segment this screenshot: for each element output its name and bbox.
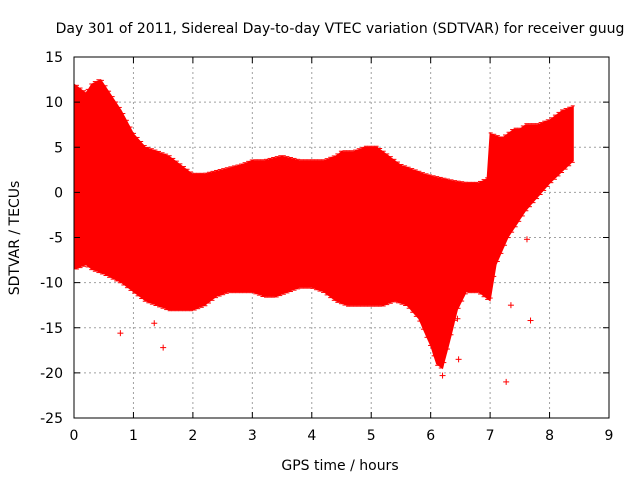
x-tick-label: 9: [605, 428, 614, 444]
y-tick-label: -25: [40, 411, 63, 427]
x-tick-label: 0: [70, 428, 79, 444]
chart-title: Day 301 of 2011, Sidereal Day-to-day VTE…: [56, 21, 625, 37]
axes: 0 1 2 3 4 5 6 7 8 9 -25 -20 -15 -10 -5 0 5 10 15: [40, 50, 613, 444]
y-tick-label: -15: [40, 321, 63, 337]
x-tick-label: 2: [188, 428, 197, 444]
error-bar-band: [73, 78, 574, 370]
y-axis-title: SDTVAR / TECUs: [7, 181, 23, 296]
x-tick-label: 1: [129, 428, 138, 444]
x-tick-label: 8: [545, 428, 554, 444]
x-tick-label: 4: [307, 428, 316, 444]
y-tick-label: 5: [54, 140, 63, 156]
y-tick-label: 15: [45, 50, 63, 66]
x-tick-label: 3: [248, 428, 257, 444]
y-tick-label: -20: [40, 366, 63, 382]
x-tick-label: 7: [486, 428, 495, 444]
y-tick-label: 0: [54, 185, 63, 201]
x-tick-label: 6: [426, 428, 435, 444]
y-tick-label: -10: [40, 276, 63, 292]
data-series: [73, 78, 575, 385]
y-tick-label: 10: [45, 95, 63, 111]
y-tick-label: -5: [49, 231, 63, 247]
x-axis-title: GPS time / hours: [281, 458, 398, 474]
x-tick-label: 5: [367, 428, 376, 444]
